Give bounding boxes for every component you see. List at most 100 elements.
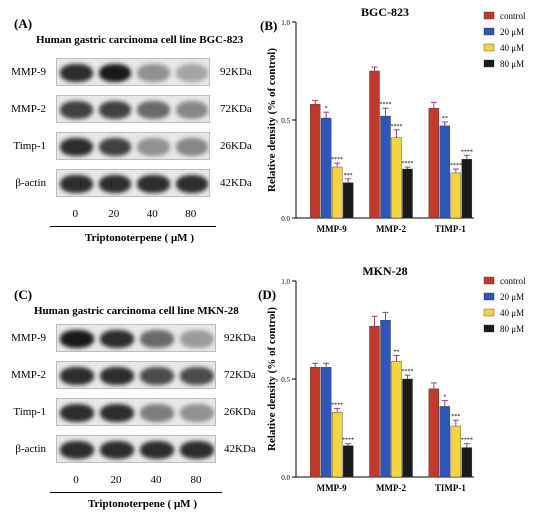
chart-d-legend-swatch <box>483 308 495 317</box>
chart-d-bar <box>402 378 413 478</box>
chart-d-title: MKN-28 <box>362 264 407 278</box>
chart-b-bar <box>450 172 462 219</box>
chart-d-bar <box>309 367 321 478</box>
panel-c-band <box>180 404 214 422</box>
chart-b-significance-label: ** <box>442 116 448 122</box>
chart-b-bar <box>320 117 332 219</box>
chart-d-bar <box>428 388 440 478</box>
panel-c-band <box>140 404 174 422</box>
chart-b-legend-label: control <box>500 11 526 21</box>
chart-d-legend-swatch <box>483 324 495 333</box>
panel-c-lane-divider <box>50 492 222 493</box>
chart-d-significance-label: **** <box>461 438 473 444</box>
panel-a-blot-row-mmp9 <box>56 58 210 86</box>
chart-b-legend-swatch <box>483 59 495 68</box>
panel-c-kda-label: 26KDa <box>224 406 256 418</box>
chart-d-significance-label: **** <box>402 369 414 375</box>
chart-d-y-axis-label: Relative density (% of control) <box>266 307 278 451</box>
chart-d-legend-label: 20 μM <box>500 292 524 302</box>
panel-c-band <box>100 330 134 348</box>
panel-a-band <box>98 138 131 156</box>
chart-d-y-tick-label: 1.0 <box>281 278 290 286</box>
chart-d-bar <box>342 445 354 478</box>
panel-c-kda-label: 92KDa <box>224 332 256 344</box>
panel-a-title: Human gastric carcinoma cell line BGC-82… <box>36 34 244 46</box>
bar-chart-bgc823: BGC-823 0.0 0.5 1.0 Relative density (% of c… <box>266 5 526 234</box>
panel-a-band <box>60 175 93 193</box>
chart-b-bar <box>342 182 354 219</box>
panel-a-kda-label: 26KDa <box>220 140 252 152</box>
chart-d-bar <box>320 367 332 478</box>
panel-c-protein-label: MMP-2 <box>11 369 46 381</box>
chart-b-bar <box>309 104 321 219</box>
chart-d-legend-swatch <box>483 276 495 285</box>
panel-c-band <box>60 330 94 348</box>
chart-d-bar <box>439 406 451 478</box>
panel-d-letter: (D) <box>258 287 277 302</box>
chart-d-bar <box>450 425 462 478</box>
panel-c-band <box>180 330 214 348</box>
panel-a-band <box>60 64 93 82</box>
panel-a-blot-row-mmp2 <box>56 95 210 123</box>
panel-a-band <box>175 138 208 156</box>
panel-c-lane-label: 0 <box>73 474 79 486</box>
chart-d-significance-label: * <box>443 395 446 401</box>
chart-b-bar <box>428 108 440 219</box>
chart-b-significance-label: * <box>325 106 328 112</box>
chart-d-bar <box>391 361 402 478</box>
panel-c-title: Human gastric carcinoma cell line MKN-28 <box>34 305 239 317</box>
panel-a-protein-label: MMP-9 <box>11 66 46 78</box>
chart-d-category-label: MMP-2 <box>376 483 406 493</box>
panel-c-band <box>140 441 174 459</box>
chart-b-legend-swatch <box>483 43 495 52</box>
chart-b-legend-swatch <box>483 27 495 36</box>
panel-a-kda-label: 72KDa <box>220 103 252 115</box>
chart-d-category-label: MMP-9 <box>317 483 347 493</box>
panel-c-blot-row-mmp9 <box>56 324 216 352</box>
chart-b-bar <box>402 168 413 219</box>
chart-d-significance-label: **** <box>342 438 354 444</box>
panel-a-band <box>60 101 93 119</box>
chart-b-significance-label: **** <box>402 161 414 167</box>
panel-c-protein-label: Timp-1 <box>13 406 46 418</box>
panel-c-band <box>180 441 214 459</box>
chart-d-bar <box>369 325 380 478</box>
chart-b-category-label: TIMP-1 <box>435 224 466 234</box>
chart-b-y-tick-label: 0.0 <box>281 215 290 223</box>
panel-a-band <box>60 138 93 156</box>
panel-c-band <box>60 404 94 422</box>
panel-a-band <box>137 64 170 82</box>
chart-d-y-tick-label: 0.0 <box>281 474 290 482</box>
panel-a-treatment-label: Triptonoterpene ( μM ) <box>85 232 194 244</box>
panel-c-kda-label: 72KDa <box>224 369 256 381</box>
chart-b-bar <box>369 70 380 219</box>
chart-d-bar <box>380 320 391 478</box>
chart-b-significance-label: **** <box>391 124 403 130</box>
panel-c-lane-label: 80 <box>190 474 202 486</box>
panel-a-band <box>98 64 131 82</box>
chart-b-legend-label: 40 μM <box>500 43 524 53</box>
chart-b-legend-swatch <box>483 11 495 20</box>
chart-b-significance-label: **** <box>461 149 473 155</box>
blot-panel-c: MMP-9 92KDa MMP-2 72KDa Timp-1 26KDa β-actin 42… <box>11 324 256 510</box>
panel-c-band <box>100 441 134 459</box>
panel-c-band <box>60 441 94 459</box>
panel-c-blot-row-actin <box>56 435 216 463</box>
panel-c-lane-label: 40 <box>150 474 162 486</box>
chart-d-bar <box>461 447 473 478</box>
panel-a-protein-label: Timp-1 <box>13 140 46 152</box>
panel-c-blot-row-timp1 <box>56 398 216 426</box>
panel-b-letter: (B) <box>260 18 278 33</box>
chart-b-significance-label: *** <box>344 173 353 179</box>
panel-a-protein-label: β-actin <box>15 177 46 189</box>
panel-c-protein-label: MMP-9 <box>11 332 46 344</box>
chart-b-legend-label: 80 μM <box>500 59 524 69</box>
chart-b-significance-label: **** <box>380 102 392 108</box>
panel-c-band <box>100 404 134 422</box>
panel-a-band <box>137 138 170 156</box>
panel-c-band <box>60 367 94 385</box>
chart-b-significance-label: **** <box>331 157 343 163</box>
chart-d-y-tick-label: 0.5 <box>281 376 290 384</box>
panel-a-lane-label: 40 <box>146 208 158 220</box>
chart-b-category-label: MMP-2 <box>376 224 406 234</box>
